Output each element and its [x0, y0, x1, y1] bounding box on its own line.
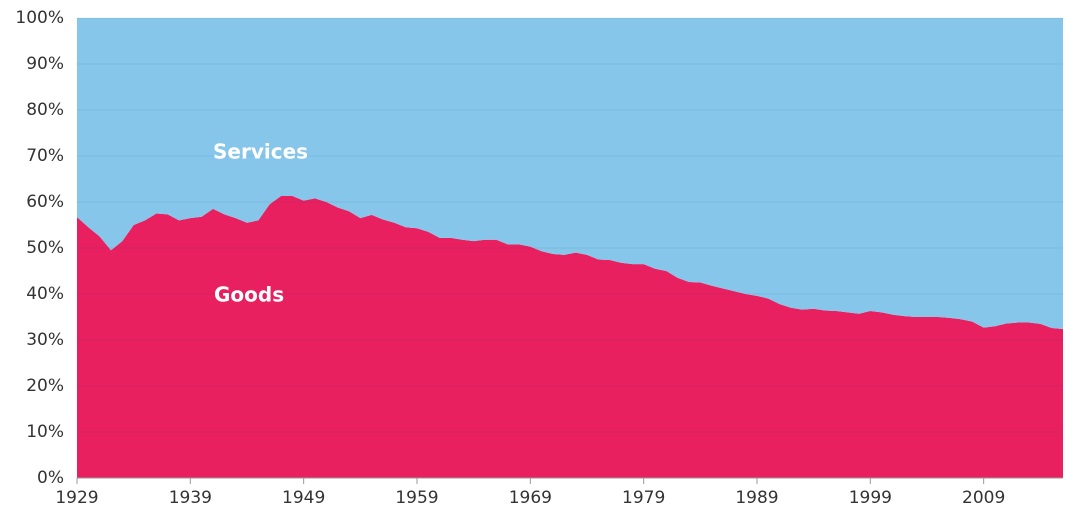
x-tick-label: 1989 [735, 488, 778, 508]
y-tick-label: 100% [15, 8, 64, 28]
y-tick-label: 0% [37, 468, 64, 488]
y-tick-label: 10% [26, 422, 64, 442]
y-tick-label: 30% [26, 330, 64, 350]
x-tick-label: 1969 [509, 488, 552, 508]
area [77, 196, 1063, 478]
x-tick-label: 1999 [849, 488, 892, 508]
annotation: Goods [214, 283, 284, 307]
y-tick-label: 80% [26, 100, 64, 120]
x-tick-label: 1949 [282, 488, 325, 508]
x-tick-label: 1939 [169, 488, 212, 508]
y-tick-label: 20% [26, 376, 64, 396]
y-tick-label: 60% [26, 192, 64, 212]
y-tick-label: 90% [26, 54, 64, 74]
x-tick-label: 2009 [962, 488, 1005, 508]
x-tick-label: 1979 [622, 488, 665, 508]
x-tick-label: 1959 [395, 488, 438, 508]
area [77, 18, 1063, 329]
x-tick-label: 1929 [55, 488, 98, 508]
y-tick-label: 70% [26, 146, 64, 166]
annotation: Services [213, 140, 308, 164]
y-tick-label: 40% [26, 284, 64, 304]
y-tick-label: 50% [26, 238, 64, 258]
